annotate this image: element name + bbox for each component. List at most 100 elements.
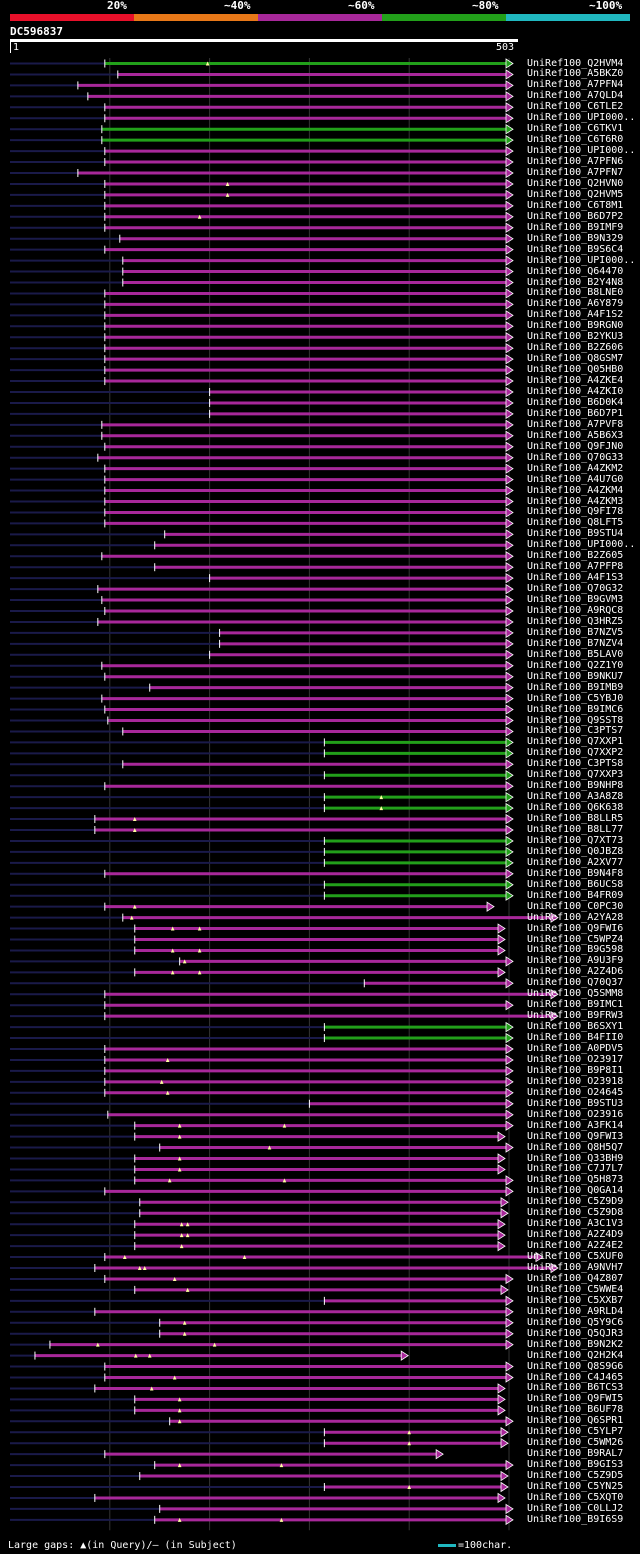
hit-label[interactable]: UniRef100_A3C1V3	[527, 1218, 624, 1230]
hit-label[interactable]: UniRef100_A3FK14	[527, 1119, 624, 1131]
hit-label[interactable]: UniRef100_A9U3F9	[527, 955, 624, 967]
hit-label[interactable]: UniRef100_B9P8I1	[527, 1064, 624, 1076]
hit-label[interactable]: UniRef100_C6T6R0	[527, 134, 624, 146]
hit-label[interactable]: UniRef100_C6T8M1	[527, 199, 624, 211]
hit-label[interactable]: UniRef100_C6TLE2	[527, 101, 624, 113]
hit-label[interactable]: UniRef100_A4ZKM4	[527, 484, 624, 496]
hit-label[interactable]: UniRef100_Q5QJR3	[527, 1327, 624, 1339]
hit-label[interactable]: UniRef100_Q5H873	[527, 1174, 624, 1186]
hit-label[interactable]: UniRef100_C5XUF0	[527, 1251, 624, 1263]
hit-label[interactable]: UniRef100_A2Z4E2	[527, 1240, 624, 1252]
hit-label[interactable]: UniRef100_C5WWE4	[527, 1283, 624, 1295]
hit-label[interactable]: UniRef100_B6UCS8	[527, 878, 624, 890]
hit-label[interactable]: UniRef100_C5YBJ0	[527, 692, 624, 704]
hit-label[interactable]: UniRef100_B6D7P2	[527, 210, 624, 222]
hit-label[interactable]: UniRef100_C5Z9D9	[527, 1196, 624, 1208]
hit-label[interactable]: UniRef100_Q4Z807	[527, 1272, 624, 1284]
hit-label[interactable]: UniRef100_A9NVH7	[527, 1262, 624, 1273]
hit-label[interactable]: UniRef100_B9STU3	[527, 1097, 624, 1109]
hit-label[interactable]: UniRef100_C6TKV1	[527, 123, 624, 135]
hit-label[interactable]: UniRef100_B8LNE0	[527, 287, 624, 299]
hit-label[interactable]: UniRef100_Q3HRZ5	[527, 615, 624, 627]
hit-label[interactable]: UniRef100_B9IMC6	[527, 703, 624, 715]
hit-label[interactable]: UniRef100_Q9FWI3	[527, 1130, 624, 1142]
hit-label[interactable]: UniRef100_C5Z9D5	[527, 1470, 624, 1482]
hit-label[interactable]: UniRef100_B9NKU7	[527, 670, 624, 682]
hit-label[interactable]: UniRef100_B6UF78	[527, 1404, 624, 1416]
hit-label[interactable]: UniRef100_Q8H5Q7	[527, 1141, 624, 1153]
hit-label[interactable]: UniRef100_UPI000..	[527, 254, 636, 266]
hit-label[interactable]: UniRef100_A7PVF8	[527, 418, 624, 430]
hit-label[interactable]: UniRef100_UPI000..	[527, 145, 636, 157]
hit-label[interactable]: UniRef100_B9IMC1	[527, 999, 624, 1011]
hit-label[interactable]: UniRef100_B9GVM3	[527, 594, 624, 606]
hit-label[interactable]: UniRef100_B4FR09	[527, 889, 624, 901]
hit-label[interactable]: UniRef100_B4FII0	[527, 1032, 624, 1044]
hit-label[interactable]: UniRef100_Q8S9G6	[527, 1360, 624, 1372]
hit-label[interactable]: UniRef100_Q7XXP3	[527, 769, 624, 781]
hit-label[interactable]: UniRef100_B8LL77	[527, 824, 624, 835]
hit-label[interactable]: UniRef100_A2YA28	[527, 911, 624, 923]
hit-label[interactable]: UniRef100_B9N4F8	[527, 867, 624, 879]
hit-label[interactable]: UniRef100_C5YN25	[527, 1481, 624, 1492]
hit-label[interactable]: UniRef100_B9NHP8	[527, 780, 624, 792]
hit-label[interactable]: UniRef100_A5B6X3	[527, 429, 624, 441]
hit-label[interactable]: UniRef100_C0LLJ2	[527, 1502, 624, 1514]
hit-label[interactable]: UniRef100_A4ZKI0	[527, 386, 624, 397]
hit-label[interactable]: UniRef100_Q9SST8	[527, 714, 624, 726]
hit-label[interactable]: UniRef100_Q2H2K4	[527, 1349, 624, 1361]
hit-label[interactable]: UniRef100_C4J465	[527, 1371, 624, 1383]
hit-label[interactable]: UniRef100_C5WM26	[527, 1437, 624, 1449]
hit-label[interactable]: UniRef100_Q70G33	[527, 451, 624, 463]
hit-label[interactable]: UniRef100_Q70Q37	[527, 977, 624, 989]
hit-label[interactable]: UniRef100_A2Z4D6	[527, 966, 624, 978]
hit-label[interactable]: UniRef100_A5BKZ0	[527, 68, 624, 80]
hit-label[interactable]: UniRef100_Q7XXP1	[527, 736, 624, 748]
hit-label[interactable]: UniRef100_A4F1S3	[527, 572, 624, 584]
hit-label[interactable]: UniRef100_A0PDV5	[527, 1043, 624, 1054]
hit-label[interactable]: UniRef100_B6TCS3	[527, 1382, 624, 1394]
hit-label[interactable]: UniRef100_B6SXY1	[527, 1021, 624, 1033]
hit-label[interactable]: UniRef100_A7PFN4	[527, 79, 624, 91]
hit-label[interactable]: UniRef100_Q9FJN0	[527, 440, 624, 452]
hit-label[interactable]: UniRef100_C5Z9D8	[527, 1207, 624, 1219]
hit-label[interactable]: UniRef100_B2Y4N8	[527, 276, 624, 288]
hit-label[interactable]: UniRef100_O24645	[527, 1086, 624, 1098]
hit-label[interactable]: UniRef100_C5XXB7	[527, 1294, 624, 1306]
hit-label[interactable]: UniRef100_B9RGN0	[527, 320, 624, 332]
hit-label[interactable]: UniRef100_Q7XXP2	[527, 747, 624, 759]
hit-label[interactable]: UniRef100_C3PTS7	[527, 725, 624, 737]
hit-label[interactable]: UniRef100_Q7XT73	[527, 834, 624, 846]
hit-label[interactable]: UniRef100_B2Z605	[527, 550, 624, 562]
hit-label[interactable]: UniRef100_Q2Z1Y0	[527, 659, 624, 671]
hit-label[interactable]: UniRef100_A4ZKE4	[527, 375, 624, 387]
hit-label[interactable]: UniRef100_B2YKU3	[527, 331, 624, 343]
hit-label[interactable]: UniRef100_Q6SPR1	[527, 1415, 624, 1427]
hit-label[interactable]: UniRef100_Q9FWI6	[527, 922, 624, 934]
hit-label[interactable]: UniRef100_O23916	[527, 1108, 624, 1120]
hit-label[interactable]: UniRef100_C7J7L7	[527, 1163, 624, 1175]
hit-label[interactable]: UniRef100_A9RQC8	[527, 605, 624, 616]
hit-label[interactable]: UniRef100_B7NZV4	[527, 637, 624, 649]
hit-label[interactable]: UniRef100_B9STU4	[527, 528, 624, 540]
hit-label[interactable]: UniRef100_Q9FWI5	[527, 1393, 624, 1405]
hit-label[interactable]: UniRef100_B9I6S9	[527, 1513, 624, 1525]
hit-label[interactable]: UniRef100_A2Z4D9	[527, 1229, 624, 1241]
hit-label[interactable]: UniRef100_Q64470	[527, 265, 624, 277]
hit-label[interactable]: UniRef100_B2Z606	[527, 342, 624, 354]
hit-label[interactable]: UniRef100_Q2HVM5	[527, 188, 624, 200]
hit-label[interactable]: UniRef100_A6Y879	[527, 298, 624, 310]
hit-label[interactable]: UniRef100_A4U7G0	[527, 473, 624, 485]
hit-label[interactable]: UniRef100_C0PC30	[527, 900, 624, 912]
hit-label[interactable]: UniRef100_Q8GSM7	[527, 353, 624, 365]
hit-label[interactable]: UniRef100_B8LLR5	[527, 813, 624, 825]
hit-label[interactable]: UniRef100_A7PFP8	[527, 561, 624, 573]
hit-label[interactable]: UniRef100_C5YLP7	[527, 1426, 624, 1438]
hit-label[interactable]: UniRef100_Q2HVM4	[527, 57, 624, 69]
hit-label[interactable]: UniRef100_A9RLD4	[527, 1305, 624, 1317]
hit-label[interactable]: UniRef100_Q2HVN0	[527, 177, 624, 189]
hit-label[interactable]: UniRef100_B6D7P1	[527, 407, 624, 419]
hit-label[interactable]: UniRef100_Q33BH9	[527, 1152, 624, 1164]
hit-label[interactable]: UniRef100_B7NZV5	[527, 626, 624, 638]
hit-label[interactable]: UniRef100_Q5Y9C6	[527, 1316, 624, 1328]
